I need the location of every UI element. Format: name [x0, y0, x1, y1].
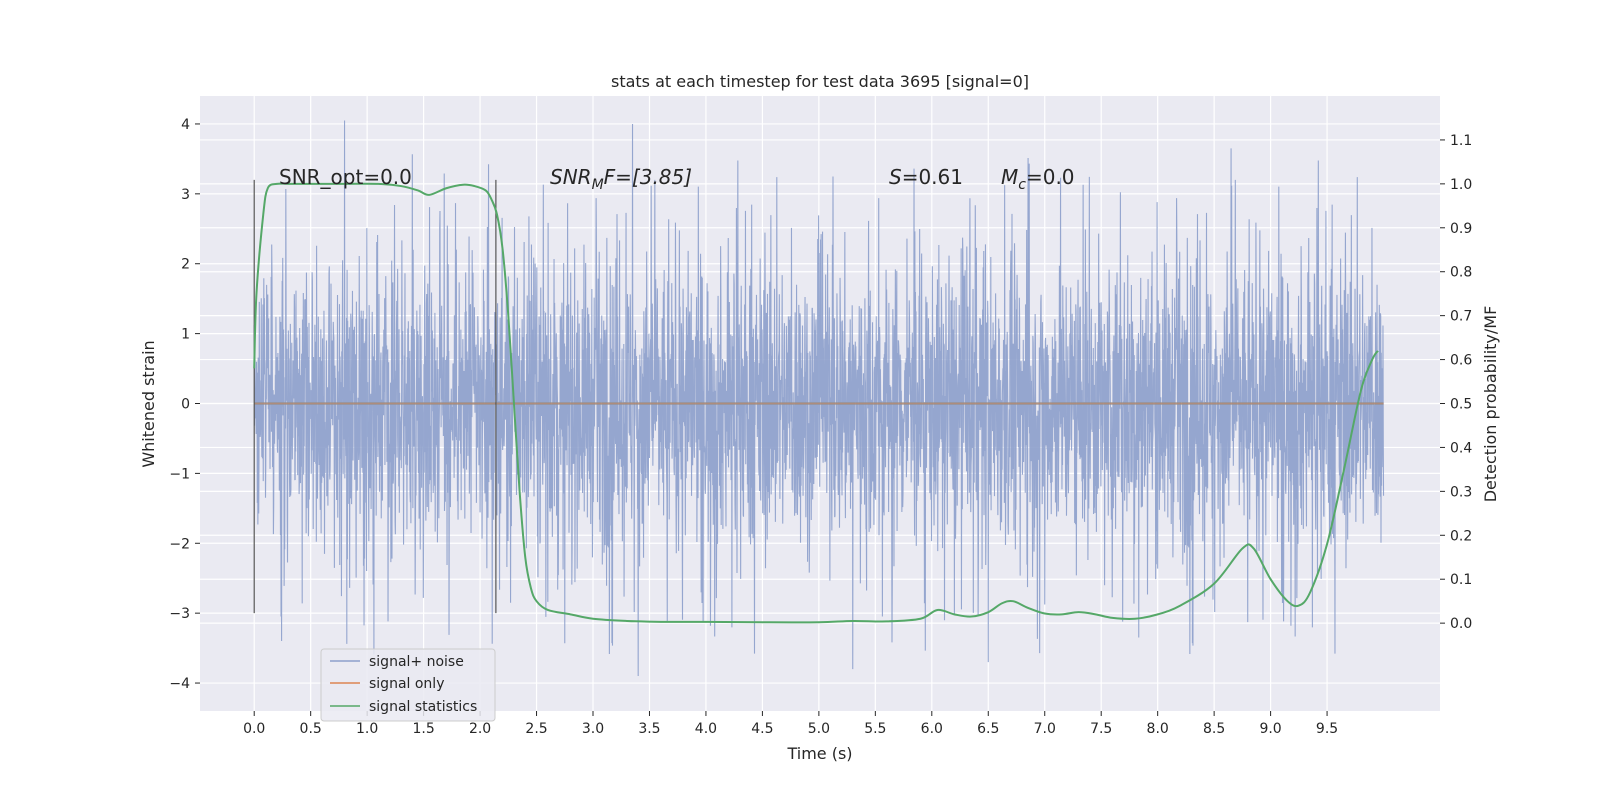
snr-mf-sub: M — [592, 177, 604, 193]
x-tick-label: 3.0 — [582, 721, 604, 737]
x-tick-label: 7.0 — [1034, 721, 1056, 737]
y-tick-label-right: 0.8 — [1450, 265, 1472, 281]
y-tick-label-right: 0.0 — [1450, 616, 1472, 632]
y-tick-label-right: 0.3 — [1450, 484, 1472, 500]
y-tick-label-left: 2 — [181, 257, 190, 273]
y-tick-label-left: −3 — [169, 606, 190, 622]
x-axis-label: Time (s) — [786, 744, 852, 763]
x-tick-label: 1.0 — [356, 721, 378, 737]
annotation-snr-opt: SNR_opt=0.0 — [279, 165, 412, 189]
x-tick-label: 9.0 — [1259, 721, 1281, 737]
y-tick-label-left: 0 — [181, 397, 190, 413]
signal-statistics-line — [253, 182, 1379, 624]
annotation-s: S=0.61 — [889, 165, 963, 189]
x-tick-label: 0.0 — [243, 721, 265, 737]
y-axis-label-right: Detection probability/MF — [1481, 306, 1500, 503]
x-tick-label: 2.0 — [469, 721, 491, 737]
x-tick-label: 5.5 — [864, 721, 886, 737]
x-tick-label: 8.5 — [1203, 721, 1225, 737]
mc-sub: c — [1018, 177, 1026, 193]
y-tick-label-right: 0.1 — [1450, 572, 1472, 588]
annotation-snr-mf: SNRMF=[3.85] — [550, 165, 692, 193]
y-tick-label-left: 4 — [181, 117, 190, 133]
y-tick-label-right: 0.2 — [1450, 528, 1472, 544]
x-tick-label: 4.0 — [695, 721, 717, 737]
y-tick-label-left: −2 — [169, 536, 190, 552]
y-tick-label-left: −4 — [169, 676, 190, 692]
series-signal-plus-noise — [253, 120, 1385, 677]
mc-var: M — [1001, 165, 1018, 189]
series-signal-statistics — [253, 182, 1379, 624]
y-tick-label-right: 0.6 — [1450, 353, 1472, 369]
vertical-markers — [253, 179, 497, 614]
x-tick-label: 1.5 — [412, 721, 434, 737]
signal-plus-noise-line — [253, 120, 1385, 677]
legend-box — [320, 648, 496, 722]
mc-val: =0.0 — [1026, 165, 1075, 189]
y-tick-label-right: 0.5 — [1450, 397, 1472, 413]
x-tick-label: 6.5 — [977, 721, 999, 737]
x-tick-label: 3.5 — [638, 721, 660, 737]
legend-label-signal-only: signal only — [369, 676, 444, 692]
legend-label-signal-plus-noise: signal+ noise — [369, 654, 464, 670]
axis-ticks: 0.0 0.5 1.0 1.5 2.0 2.5 3.0 3.5 4.0 4.5 5.0 5.5 6.0 6… — [169, 117, 1472, 737]
y-tick-label-right: 1.0 — [1450, 177, 1472, 193]
chart-title: stats at each timestep for test data 369… — [611, 72, 1029, 91]
x-tick-label: 2.5 — [525, 721, 547, 737]
y-tick-label-left: −1 — [169, 466, 190, 482]
y-tick-label-right: 0.4 — [1450, 440, 1472, 456]
annotation-mc: Mc=0.0 — [1001, 165, 1075, 193]
x-tick-label: 9.5 — [1316, 721, 1338, 737]
s-val: =0.61 — [902, 165, 963, 189]
snr-mf-rest-f: F=[3.85] — [604, 165, 692, 189]
x-tick-label: 5.0 — [808, 721, 830, 737]
x-tick-label: 0.5 — [300, 721, 322, 737]
x-tick-label: 4.5 — [751, 721, 773, 737]
y-tick-label-right: 0.7 — [1450, 309, 1472, 325]
y-tick-label-right: 0.9 — [1450, 221, 1472, 237]
y-tick-label-left: 1 — [181, 327, 190, 343]
legend-label-signal-statistics: signal statistics — [369, 699, 477, 715]
x-tick-label: 8.0 — [1147, 721, 1169, 737]
s-var: S — [889, 165, 902, 189]
y-axis-label-left: Whitened strain — [139, 340, 158, 467]
x-tick-label: 6.0 — [921, 721, 943, 737]
y-tick-label-right: 1.1 — [1450, 133, 1472, 149]
x-tick-label: 7.5 — [1090, 721, 1112, 737]
legend: signal+ noise signal only signal statist… — [320, 648, 496, 722]
y-tick-label-left: 3 — [181, 187, 190, 203]
snr-mf-base: SNR — [550, 165, 592, 189]
